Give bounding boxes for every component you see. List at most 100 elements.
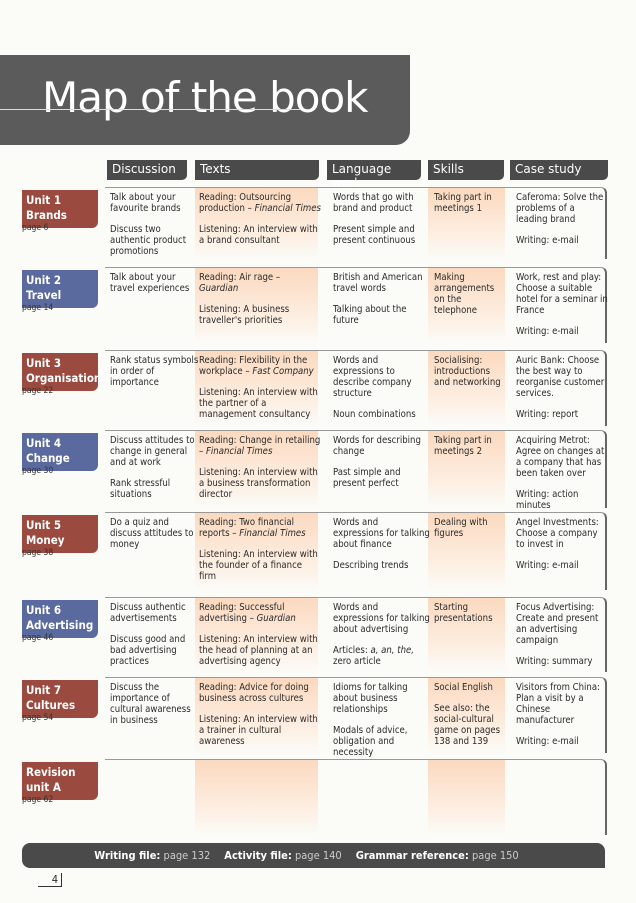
cell-text: Reading: Air rage –	[199, 272, 281, 283]
cell-paragraph: Rank stressful situations	[110, 478, 200, 500]
cell-discussion: Do a quiz and discuss attitudes to money	[110, 517, 200, 560]
cell-text: Modals of advice, obligation and necessi…	[333, 725, 408, 758]
cell-text: Past simple and present perfect	[333, 467, 401, 489]
cell-paragraph: Taking part in meetings 2	[434, 435, 506, 457]
cell-text: Caferoma: Solve the problems of a leadin…	[516, 192, 604, 225]
cell-paragraph: Words and expressions to describe compan…	[333, 355, 431, 399]
cell-discussion: Discuss authentic advertisements Discuss …	[110, 602, 200, 677]
cell-text: Discuss the importance of cultural aware…	[110, 682, 191, 726]
unit-page: page 22	[22, 386, 54, 396]
unit-label-line: Cultures	[26, 698, 76, 712]
unit-page: page 46	[22, 633, 54, 643]
unit-label-line: Unit 2	[26, 273, 62, 287]
cell-case: Caferoma: Solve the problems of a leadin…	[516, 192, 608, 256]
column-highlight	[428, 351, 505, 426]
cell-paragraph: Discuss two authentic product promotions	[110, 224, 200, 257]
unit-row: Discuss attitudes to change in general a…	[105, 430, 608, 511]
unit-label[interactable]: Unit 6 Advertising	[22, 600, 98, 638]
cell-text: Writing: action minutes	[516, 489, 579, 511]
cell-texts: Reading: Successful advertising – Guardi…	[199, 602, 321, 677]
cell-paragraph: Caferoma: Solve the problems of a leadin…	[516, 192, 608, 225]
unit-label[interactable]: Unit 2 Travel	[22, 270, 98, 308]
cell-text: Taking part in meetings 2	[434, 435, 492, 457]
cell-text: Talk about your favourite brands	[110, 192, 181, 214]
cell-paragraph: Do a quiz and discuss attitudes to money	[110, 517, 200, 550]
cell-paragraph: Talk about your favourite brands	[110, 192, 200, 214]
cell-paragraph: Listening: An interview with a brand con…	[199, 224, 321, 246]
column-highlight	[195, 431, 318, 508]
column-highlight	[195, 598, 318, 672]
unit-label[interactable]: Unit 3 Organisation	[22, 353, 101, 391]
cell-paragraph: Discuss good and bad advertising practic…	[110, 634, 200, 667]
unit-label-line: Money	[26, 533, 65, 547]
column-highlight	[195, 760, 318, 835]
cell-text: Acquiring Metrot: Agree on changes at a …	[516, 435, 605, 479]
unit-label[interactable]: Unit 7 Cultures	[22, 680, 98, 718]
column-highlight	[428, 268, 505, 343]
unit-label-line: Revision	[26, 765, 76, 779]
cell-text: Reading: Flexibility in the workplace –	[199, 355, 308, 377]
unit-label[interactable]: Revision unit A	[22, 762, 98, 800]
cell-text: Reading: Successful advertising –	[199, 602, 285, 624]
cell-paragraph: Articles: a, an, the, zero article	[333, 645, 431, 667]
cell-language: Idioms for talking about business relati…	[333, 682, 431, 768]
column-highlight	[428, 431, 505, 508]
column-highlight	[428, 678, 505, 753]
unit-label[interactable]: Unit 5 Money	[22, 515, 98, 553]
unit-label-line: Brands	[26, 208, 67, 222]
unit-row: Discuss authentic advertisements Discuss …	[105, 597, 607, 672]
cell-paragraph: Describing trends	[333, 560, 431, 571]
cell-paragraph: Listening: An interview with a business …	[199, 467, 321, 500]
cell-text: Discuss attitudes to change in general a…	[110, 435, 195, 468]
cell-paragraph: Listening: An interview with the partner…	[199, 387, 321, 420]
column-highlight	[428, 598, 505, 672]
unit-label-line: unit A	[26, 780, 61, 794]
cell-paragraph: Listening: A business traveller's priori…	[199, 304, 321, 326]
unit-page: page 30	[22, 466, 54, 476]
unit-label-line: Unit 7	[26, 683, 62, 697]
cell-paragraph: Acquiring Metrot: Agree on changes at a …	[516, 435, 608, 479]
cell-text: Work, rest and play: Choose a suitable h…	[516, 272, 608, 316]
cell-text: Listening: An interview with a business …	[199, 467, 318, 500]
cell-paragraph: Rank status symbols in order of importan…	[110, 355, 200, 388]
column-header-language-work: Language work	[327, 160, 421, 190]
unit-label-line: Unit 5	[26, 518, 62, 532]
cell-paragraph: Present simple and present continuous	[333, 224, 431, 246]
column-highlight	[428, 513, 505, 590]
unit-row: Do a quiz and discuss attitudes to money…	[105, 512, 607, 590]
cell-text: Listening: An interview with the founder…	[199, 549, 318, 582]
column-highlight	[195, 678, 318, 753]
cell-text: Focus Advertising: Create and present an…	[516, 602, 599, 646]
unit-label[interactable]: Unit 4 Change	[22, 433, 98, 471]
cell-text: Present simple and present continuous	[333, 224, 416, 246]
cell-emphasis: Fast Company	[252, 366, 314, 377]
column-header-skills: Skills	[428, 160, 504, 180]
cell-text: Listening: A business traveller's priori…	[199, 304, 290, 326]
cell-paragraph: Visitors from China: Plan a visit by a C…	[516, 682, 608, 726]
unit-page: page 14	[22, 303, 54, 313]
cell-text: Writing: e-mail	[516, 560, 579, 571]
cell-text: Writing: e-mail	[516, 326, 579, 337]
unit-label[interactable]: Unit 1 Brands	[22, 190, 98, 228]
cell-paragraph: Auric Bank: Choose the best way to reorg…	[516, 355, 608, 399]
cell-paragraph: Words that go with brand and product	[333, 192, 431, 214]
cell-text: Discuss authentic advertisements	[110, 602, 186, 624]
cell-paragraph: Angel Investments: Choose a company to i…	[516, 517, 608, 550]
cell-text: Rank stressful situations	[110, 478, 171, 500]
cell-emphasis: Guardian	[256, 613, 296, 624]
footer-label: Grammar reference:	[355, 849, 469, 862]
cell-text: Taking part in meetings 1	[434, 192, 492, 214]
cell-paragraph: Reading: Change in retailing – Financial…	[199, 435, 321, 457]
cell-emphasis: Financial Times	[254, 203, 321, 214]
cell-discussion: Discuss attitudes to change in general a…	[110, 435, 200, 510]
cell-text: Talking about the future	[333, 304, 407, 326]
cell-skills: Dealing with figures	[434, 517, 506, 549]
cell-paragraph: Writing: e-mail	[516, 736, 608, 747]
cell-text: Writing: e-mail	[516, 736, 579, 747]
cell-texts: Reading: Outsourcing production – Financ…	[199, 192, 321, 256]
column-highlight	[195, 268, 318, 343]
cell-paragraph: Writing: action minutes	[516, 489, 608, 511]
cell-text: Idioms for talking about business relati…	[333, 682, 408, 715]
column-header-discussion: Discussion	[107, 160, 187, 180]
cell-text: Listening: An interview with the head of…	[199, 634, 318, 667]
